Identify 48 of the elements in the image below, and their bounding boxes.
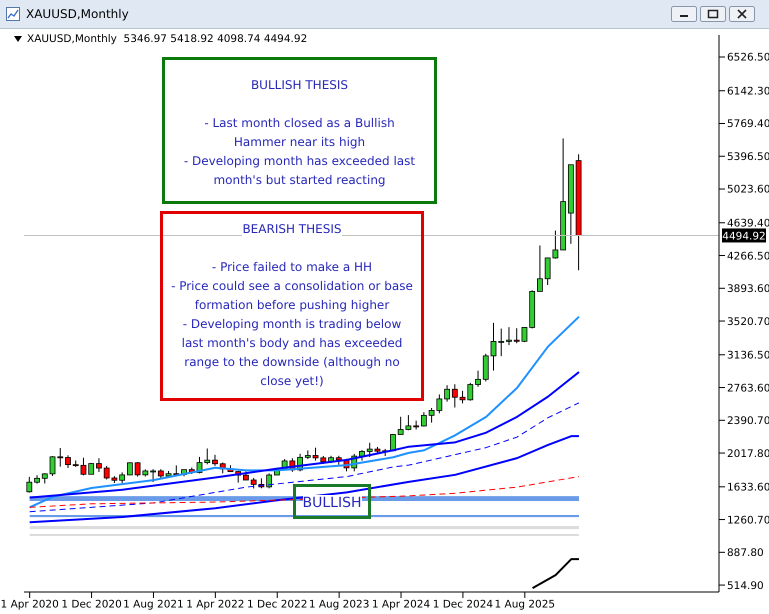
text: BULLISH THESIS - Last month closed as a Bullish Hammer near its high - Developing month has exceeded last month's but started reacting	[184, 78, 416, 187]
candlestick	[482, 353, 489, 382]
candlestick	[522, 326, 528, 343]
candlestick	[506, 326, 512, 346]
candlestick	[65, 454, 71, 468]
candlestick	[250, 477, 257, 489]
chart-subtitle: XAUUSD,Monthly 5346.97 5418.92 4098.74 4494.92	[26, 33, 308, 45]
candlestick	[96, 458, 102, 473]
line-series	[28, 435, 580, 524]
x-tick-label: 1 Dec 2024	[432, 598, 494, 610]
text: BEARISH THESIS - Price failed to make a HH - Price could see a consolidation or base formation before pushing higher - Developing month is trading below last month's body and has exceeded range to the downside (although no close yet!)	[171, 222, 413, 388]
candlestick	[452, 384, 458, 408]
candlestick	[460, 390, 466, 404]
candlestick	[104, 465, 110, 480]
line-series	[28, 316, 580, 508]
candlestick	[436, 394, 442, 414]
candlestick	[80, 457, 86, 476]
y-tick-label: 514.90	[727, 580, 764, 592]
line-series	[29, 476, 580, 508]
candlestick	[475, 370, 481, 388]
x-tick-label: 1 Apr 2020	[0, 598, 59, 610]
x-tick-label: 1 Dec 2020	[61, 598, 122, 610]
candlestick	[366, 442, 373, 458]
x-tick-label: 1 Aug 2025	[494, 598, 556, 610]
candlestick	[212, 454, 218, 466]
x-tick-label: 1 Dec 2022	[247, 598, 308, 610]
candlestick	[544, 256, 551, 286]
chart-title: XAUUSD,Monthly	[26, 7, 129, 21]
candlestick	[42, 472, 48, 484]
x-tick-label: 1 Apr 2022	[186, 598, 244, 610]
ref-line-label: 4494.92	[722, 230, 766, 242]
y-tick-label: 887.80	[727, 547, 764, 560]
candlestick	[26, 476, 32, 494]
candlestick	[498, 328, 504, 357]
candlestick	[398, 416, 404, 436]
candlestick	[490, 322, 496, 372]
candlestick	[50, 456, 56, 476]
x-tick-label: 1 Apr 2024	[372, 598, 430, 610]
candlestick	[312, 447, 318, 462]
annotation: BULLISH	[302, 495, 362, 511]
candlestick	[204, 448, 210, 465]
candlestick	[467, 382, 474, 402]
candlestick	[359, 450, 365, 462]
x-tick-label: 1 Aug 2021	[123, 598, 184, 610]
candlestick	[537, 244, 543, 292]
line-series	[29, 402, 580, 512]
candlestick	[444, 384, 450, 402]
x-tick-label: 1 Aug 2023	[308, 598, 370, 610]
